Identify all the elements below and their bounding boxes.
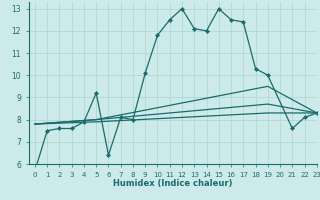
X-axis label: Humidex (Indice chaleur): Humidex (Indice chaleur) <box>113 179 233 188</box>
